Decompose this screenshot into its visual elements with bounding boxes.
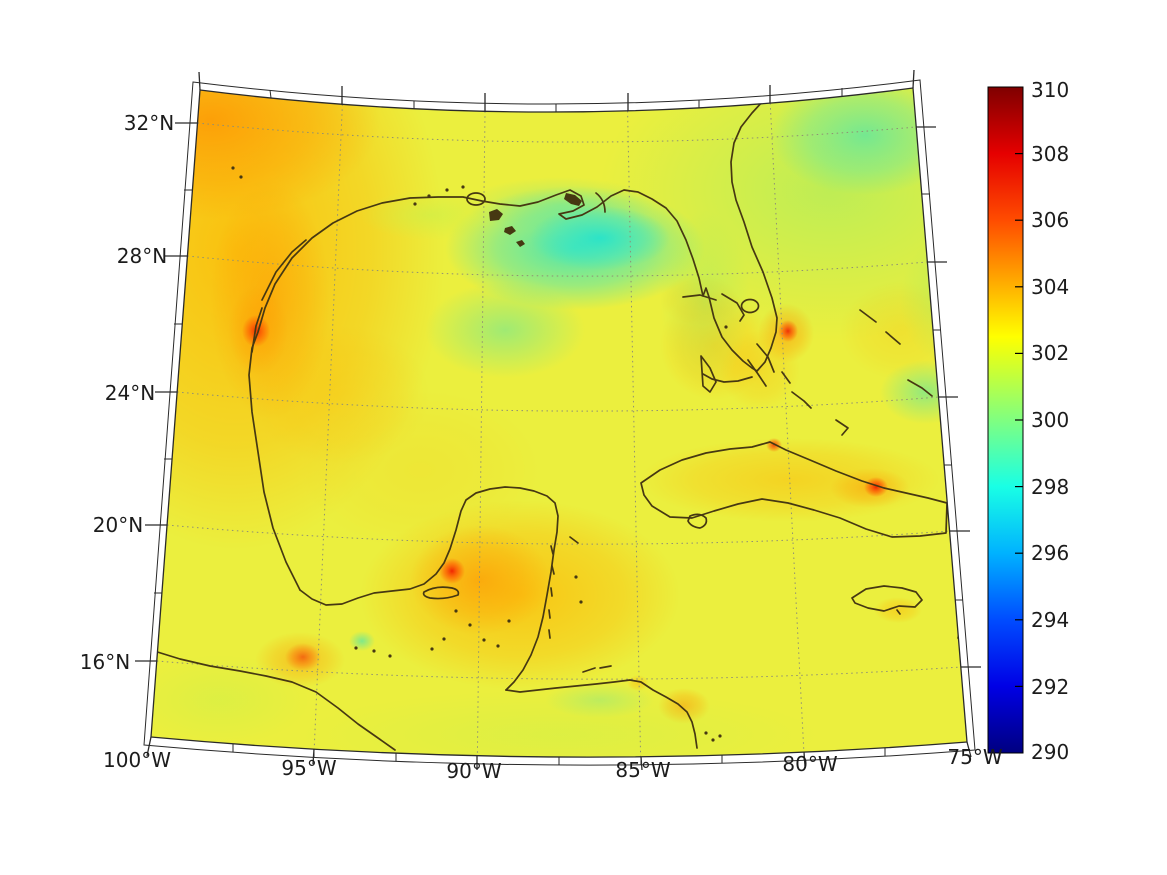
laguna-terminos (422, 586, 460, 600)
lake-pontchartrain (466, 192, 486, 206)
cb-label-298: 298 (1031, 475, 1070, 499)
cb-label-292: 292 (1031, 675, 1070, 699)
cb-label-310: 310 (1031, 78, 1070, 102)
coastlines (151, 88, 966, 751)
axis-ticks (135, 69, 981, 771)
lon-label-90w: 90°W (446, 759, 502, 783)
coast-gulf-us-mexico (248, 189, 758, 591)
lon-label-85w: 85°W (615, 758, 671, 782)
cb-label-294: 294 (1031, 608, 1070, 632)
frame-inner (150, 87, 968, 758)
colorbar-ticks (1015, 153, 1023, 687)
lat-label-20n: 20°N (92, 513, 144, 537)
cb-label-300: 300 (1031, 408, 1070, 432)
coast-honduras (505, 679, 698, 749)
map-frame (135, 69, 981, 771)
graticule (156, 103, 961, 757)
cb-label-290: 290 (1031, 740, 1070, 764)
isle-of-youth (687, 513, 708, 529)
lon-label-80w: 80°W (782, 752, 838, 776)
coast-yucatan (299, 486, 559, 691)
frame-outer (143, 79, 976, 766)
lat-label-24n: 24°N (104, 381, 156, 405)
lat-label-16n: 16°N (79, 650, 131, 674)
cb-label-302: 302 (1031, 341, 1070, 365)
colorbar (987, 86, 1024, 754)
coast-jamaica (851, 585, 923, 612)
coast-cuba (640, 441, 948, 538)
bahamas-islands (682, 293, 933, 436)
lat-label-32n: 32°N (123, 111, 175, 135)
cb-label-306: 306 (1031, 208, 1070, 232)
cb-label-296: 296 (1031, 541, 1070, 565)
map-field (151, 88, 967, 758)
lon-label-100w: 100°W (103, 748, 171, 772)
lake-okeechobee (740, 298, 760, 314)
lon-label-95w: 95°W (281, 756, 337, 780)
florida-keys (702, 373, 753, 383)
lon-label-75w: 75°W (947, 745, 1003, 769)
cb-label-304: 304 (1031, 275, 1070, 299)
coast-florida-east (730, 88, 778, 372)
lat-label-28n: 28°N (116, 244, 168, 268)
coast-pacific (151, 649, 396, 751)
cb-label-308: 308 (1031, 142, 1070, 166)
